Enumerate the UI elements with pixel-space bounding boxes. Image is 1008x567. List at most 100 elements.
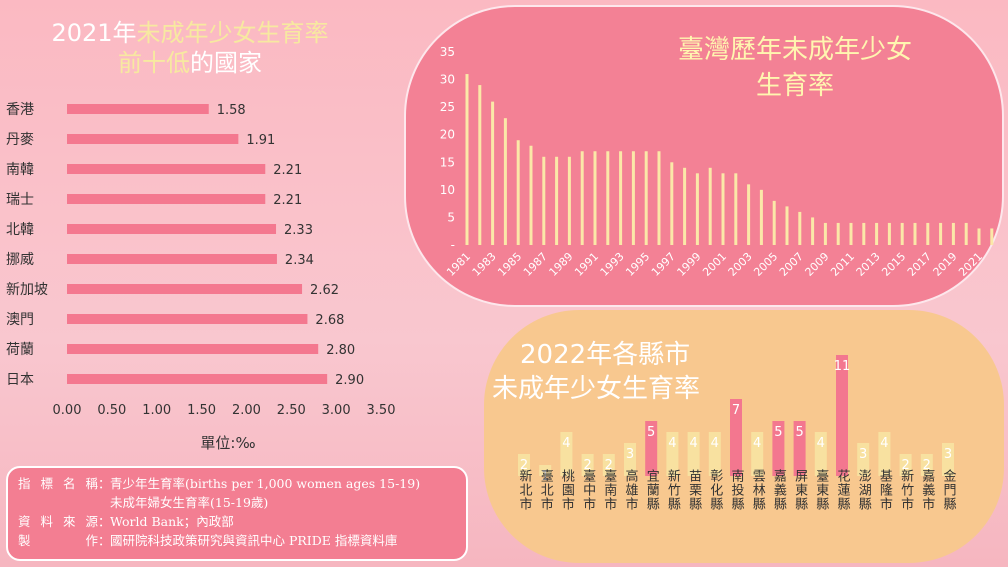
year-tick-label: 2017 bbox=[905, 250, 934, 279]
county-bar bbox=[687, 432, 700, 476]
county-bar bbox=[602, 454, 615, 476]
year-tick-label: 1983 bbox=[470, 250, 499, 279]
year-bar bbox=[657, 151, 661, 245]
year-bar bbox=[567, 156, 571, 245]
info-row: 製 作：國研院科技政策研究與資訊中心 PRIDE 指標資料庫 bbox=[18, 531, 456, 550]
year-bar bbox=[823, 222, 827, 245]
county-value-label: 2 bbox=[605, 458, 613, 473]
county-value-label: 2 bbox=[923, 458, 931, 473]
country-bar bbox=[67, 314, 308, 324]
year-tick-label: 1985 bbox=[495, 250, 524, 279]
year-bar bbox=[977, 228, 981, 245]
year-tick-label: 2013 bbox=[854, 250, 883, 279]
year-bar bbox=[721, 173, 725, 245]
county-value-label: 2 bbox=[583, 458, 591, 473]
year-bar bbox=[811, 217, 815, 245]
county-value-label: 3 bbox=[944, 447, 952, 462]
year-tick-label: 1989 bbox=[547, 250, 576, 279]
year-bar bbox=[644, 151, 648, 245]
county-value-label: 4 bbox=[753, 436, 761, 451]
year-bar bbox=[516, 140, 520, 245]
year-bar bbox=[734, 173, 738, 245]
country-label: 丹麥 bbox=[6, 132, 34, 148]
county-value-label: 3 bbox=[626, 447, 634, 462]
year-tick-label: 1999 bbox=[675, 250, 704, 279]
year-bar bbox=[900, 222, 904, 245]
year-bar bbox=[836, 222, 840, 245]
county-name-label: 屏東縣 bbox=[792, 469, 808, 511]
year-tick-label: 1993 bbox=[598, 250, 627, 279]
taiwan-yearly-chart: -510152025303519811983198519871989199119… bbox=[440, 45, 994, 279]
county-value-label: 5 bbox=[647, 425, 655, 440]
year-bar bbox=[606, 151, 610, 245]
y-tick-label: - bbox=[451, 238, 455, 252]
country-value-label: 2.90 bbox=[335, 373, 364, 388]
county-name-label: 雲林縣 bbox=[750, 469, 766, 511]
year-bar bbox=[465, 74, 469, 245]
country-value-label: 2.21 bbox=[273, 163, 302, 178]
county-bar bbox=[645, 421, 658, 476]
country-label: 澳門 bbox=[6, 312, 34, 328]
country-label: 荷蘭 bbox=[6, 342, 34, 358]
county-bar bbox=[560, 432, 573, 476]
year-bar bbox=[849, 222, 853, 245]
left-title-accent2: 前十低 bbox=[118, 49, 190, 77]
country-label: 新加坡 bbox=[6, 282, 48, 298]
info-value: 青少年生育率(births per 1,000 women ages 15-19… bbox=[110, 476, 421, 491]
county-chart-title: 2022年各縣市 未成年少女生育率 bbox=[492, 338, 792, 406]
country-value-label: 2.34 bbox=[285, 253, 314, 268]
year-bar bbox=[695, 173, 699, 245]
county-name-label: 臺東縣 bbox=[813, 469, 829, 511]
year-bar bbox=[542, 156, 546, 245]
info-key bbox=[18, 493, 98, 512]
year-tick-label: 1991 bbox=[572, 250, 601, 279]
county-bar bbox=[708, 432, 721, 476]
year-bar bbox=[875, 222, 879, 245]
country-value-label: 1.58 bbox=[217, 103, 246, 118]
country-label: 香港 bbox=[6, 102, 34, 118]
country-bar bbox=[67, 194, 266, 204]
county-bar bbox=[539, 465, 552, 476]
year-tick-label: 2015 bbox=[879, 250, 908, 279]
county-value-label: 1 bbox=[541, 469, 549, 484]
year-bar bbox=[990, 228, 994, 245]
county-value-label: 4 bbox=[817, 436, 825, 451]
county-value-label: 3 bbox=[859, 447, 867, 462]
county-value-label: 2 bbox=[901, 458, 909, 473]
x-tick-label: 1.50 bbox=[187, 403, 216, 418]
x-tick-label: 1.00 bbox=[142, 403, 171, 418]
y-tick-label: 35 bbox=[440, 45, 455, 59]
county-name-label: 新北市 bbox=[517, 468, 533, 511]
country-bar bbox=[67, 224, 277, 234]
county-value-label: 7 bbox=[732, 403, 740, 418]
year-bar bbox=[555, 156, 559, 245]
info-box: 指標名稱：青少年生育率(births per 1,000 women ages … bbox=[6, 466, 468, 561]
county-bar bbox=[899, 454, 912, 476]
county-value-label: 5 bbox=[774, 425, 782, 440]
country-bar bbox=[67, 164, 266, 174]
county-name-label: 臺南市 bbox=[601, 469, 617, 511]
x-tick-label: 2.00 bbox=[232, 403, 261, 418]
year-bar bbox=[862, 222, 866, 245]
county-name-label: 臺中市 bbox=[580, 469, 596, 511]
year-bar bbox=[939, 222, 943, 245]
left-title-accent: 未成年少女生育率 bbox=[136, 19, 329, 47]
county-bar bbox=[772, 421, 785, 476]
county-bar bbox=[836, 355, 848, 476]
year-bar bbox=[683, 167, 687, 245]
county-value-label: 4 bbox=[711, 436, 719, 451]
year-bar bbox=[926, 222, 930, 245]
county-name-label: 花蓮縣 bbox=[835, 468, 851, 511]
county-name-label: 彰化縣 bbox=[707, 468, 723, 511]
county-bar bbox=[730, 399, 742, 476]
year-tick-label: 2019 bbox=[931, 250, 960, 279]
country-value-label: 2.62 bbox=[310, 283, 339, 298]
x-axis-unit-label: 單位:‰ bbox=[200, 434, 255, 452]
info-key: 指標名稱 bbox=[18, 476, 98, 491]
county-bar bbox=[624, 443, 636, 476]
county-bar bbox=[878, 432, 891, 476]
info-colon: ： bbox=[98, 476, 111, 491]
county-bar bbox=[920, 454, 933, 476]
year-tick-label: 2007 bbox=[777, 250, 806, 279]
